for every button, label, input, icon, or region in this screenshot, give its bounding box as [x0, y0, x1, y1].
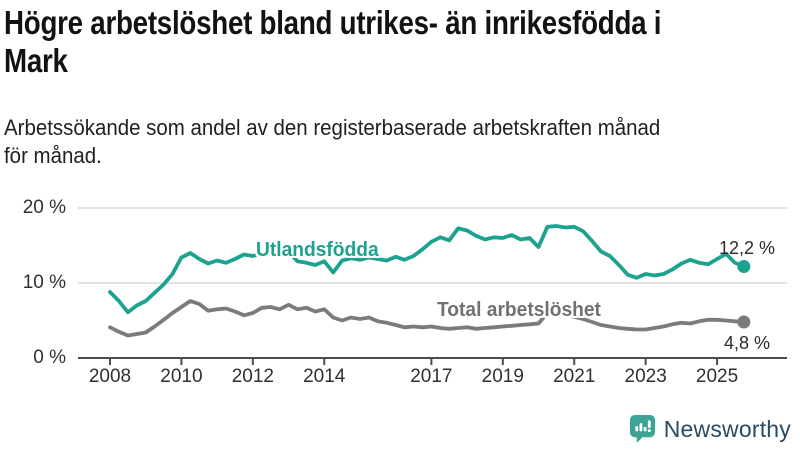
end-value-utlandsfodda: 12,2 %	[719, 238, 776, 258]
subtitle-line-2: för månad.	[4, 143, 102, 168]
y-tick-label: 20 %	[22, 197, 66, 218]
title-line-1: Högre arbetslöshet bland utrikes- än inr…	[4, 4, 662, 41]
x-tick-label: 2019	[481, 366, 524, 387]
end-value-total-arbetsloshet: 4,8 %	[724, 333, 771, 353]
newsworthy-logo: Newsworthy	[629, 414, 791, 444]
y-tick-label: 10 %	[22, 272, 66, 293]
title-line-2: Mark	[4, 42, 68, 79]
chart-subtitle: Arbetssökande som andel av den registerb…	[4, 114, 710, 170]
page-title: Högre arbetslöshet bland utrikes- än inr…	[4, 4, 786, 80]
series-label-utlandsfodda: Utlandsfödda	[256, 239, 379, 261]
x-tick-label: 2010	[160, 366, 203, 387]
x-tick-label: 2012	[231, 366, 274, 387]
x-tick-label: 2014	[303, 366, 346, 387]
y-tick-label: 0 %	[33, 347, 66, 368]
x-tick-label: 2021	[553, 366, 596, 387]
series-label-total-arbetsloshet: Total arbetslöshet	[437, 299, 601, 321]
x-tick-label: 2008	[88, 366, 132, 387]
subtitle-line-1: Arbetssökande som andel av den registerb…	[4, 115, 661, 140]
brand-name: Newsworthy	[663, 415, 791, 442]
bar-chart-speech-bubble-icon	[629, 415, 655, 443]
x-tick-label: 2017	[410, 366, 453, 387]
x-tick-label: 2023	[624, 366, 667, 387]
x-tick-label: 2025	[695, 366, 739, 387]
